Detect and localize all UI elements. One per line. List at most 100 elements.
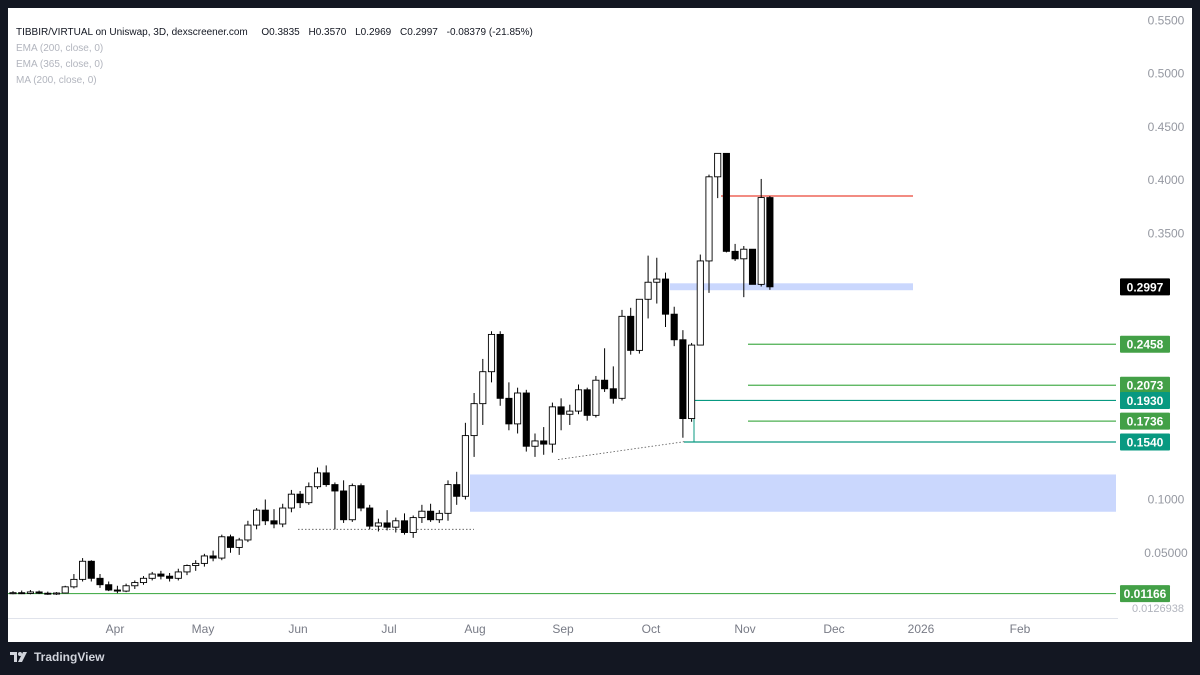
candle-11 [105,581,113,592]
candle-body [592,379,600,416]
candle-43 [383,510,391,531]
candle-body [714,152,722,178]
x-tick-0: Apr [106,622,125,636]
candle-38 [340,480,348,523]
candle-27 [244,520,252,543]
ohlc-close: 0.2997 [407,27,438,38]
x-tick-6: Oct [642,622,661,636]
x-tick-9: 2026 [908,622,935,636]
x-tick-7: Nov [734,622,755,636]
level-tag-2: 0.1930 [1120,391,1170,409]
candle-body [192,562,200,566]
candle-83 [731,243,739,261]
candle-body [183,565,191,573]
candle-body [609,388,617,399]
branding-name: TradingView [34,650,105,664]
candle-34 [305,482,313,505]
level-tag-4-label: 0.1540 [1127,435,1164,449]
candle-body [366,507,374,527]
candle-12 [113,585,121,594]
candle-body [418,510,426,519]
indicator-ema-200[interactable]: EMA (200, close, 0) [16,43,104,54]
candle-body [374,522,382,527]
candle-57 [505,382,513,431]
candle-76 [670,306,678,347]
tradingview-logo-icon [10,652,27,662]
y-tick-0: 0.5500 [1148,13,1185,27]
candle-7 [70,574,78,589]
candle-41 [366,504,374,530]
candle-54 [479,358,487,425]
candle-body [670,313,678,341]
candle-body [235,539,243,548]
candle-body [305,486,313,504]
x-axis: Apr May Jun Jul Aug Sep Oct Nov Dec 2026 Feb [8,618,1118,636]
candle-22 [200,553,208,567]
candle-67 [592,375,600,418]
candle-body [218,536,226,559]
candle-body [470,403,478,437]
level-tag-4-bg [1120,433,1170,451]
ohlc-open: 0.3835 [269,27,300,38]
candle-46 [409,515,417,538]
level-tag-4: 0.1540 [1120,433,1170,451]
candle-body [79,560,87,580]
candlestick-chart[interactable]: 0.5500 0.5000 0.4500 0.4000 0.3500 0.1000 0.05… [8,8,1192,642]
ohlc-high: 0.3570 [315,27,347,38]
level-tag-5-label: 0.01166 [1124,587,1167,601]
x-tick-4: Aug [464,622,485,636]
candle-body [688,344,696,420]
candle-body [444,484,452,514]
demand-zone-0 [470,474,1116,512]
candle-60 [531,433,539,457]
candle-40 [357,483,365,512]
candle-1 [18,590,26,595]
level-tag-1-label: 0.2073 [1127,379,1164,393]
candle-body [253,509,261,526]
candle-16 [148,571,156,581]
indicator-ma-200[interactable]: MA (200, close, 0) [16,75,97,86]
candles-layer [9,152,774,595]
candle-6 [61,585,69,594]
candle-44 [392,517,400,533]
y-axis: 0.5500 0.5000 0.4500 0.4000 0.3500 0.1000 0.05… [1132,13,1188,615]
candle-body [740,248,748,260]
candle-body [409,517,417,533]
candle-body [618,315,626,399]
candle-body [705,176,713,262]
candle-17 [157,570,165,580]
candle-body [574,389,583,412]
candle-body [105,584,113,591]
candle-body [287,493,295,509]
candle-body [44,592,52,595]
y-tick-1: 0.5000 [1148,67,1185,81]
candle-body [87,560,95,579]
candle-81 [714,152,722,199]
candle-body [392,520,400,528]
y-tick-6: 0.05000 [1144,546,1188,560]
demand-zone-1 [670,283,913,291]
candle-24 [218,534,226,561]
candle-8 [79,558,87,582]
candle-14 [131,580,139,589]
candle-body [270,520,278,525]
candle-78 [688,342,696,422]
candle-74 [653,257,661,304]
candle-20 [183,564,191,576]
candle-body [627,315,635,351]
candle-69 [609,366,617,404]
branding[interactable]: TradingView [10,650,104,664]
candle-18 [166,572,174,582]
candle-70 [618,309,626,401]
candle-42 [374,518,382,532]
candle-body [26,591,34,594]
candle-77 [679,330,687,438]
candle-26 [235,537,243,555]
candle-86 [757,178,765,287]
candle-25 [226,534,235,553]
candle-65 [574,384,583,415]
candle-84 [740,246,748,298]
symbol-row: TIBBIR/VIRTUAL on Uniswap, 3D, dexscreen… [16,25,539,41]
indicator-ema-365[interactable]: EMA (365, close, 0) [16,59,104,70]
